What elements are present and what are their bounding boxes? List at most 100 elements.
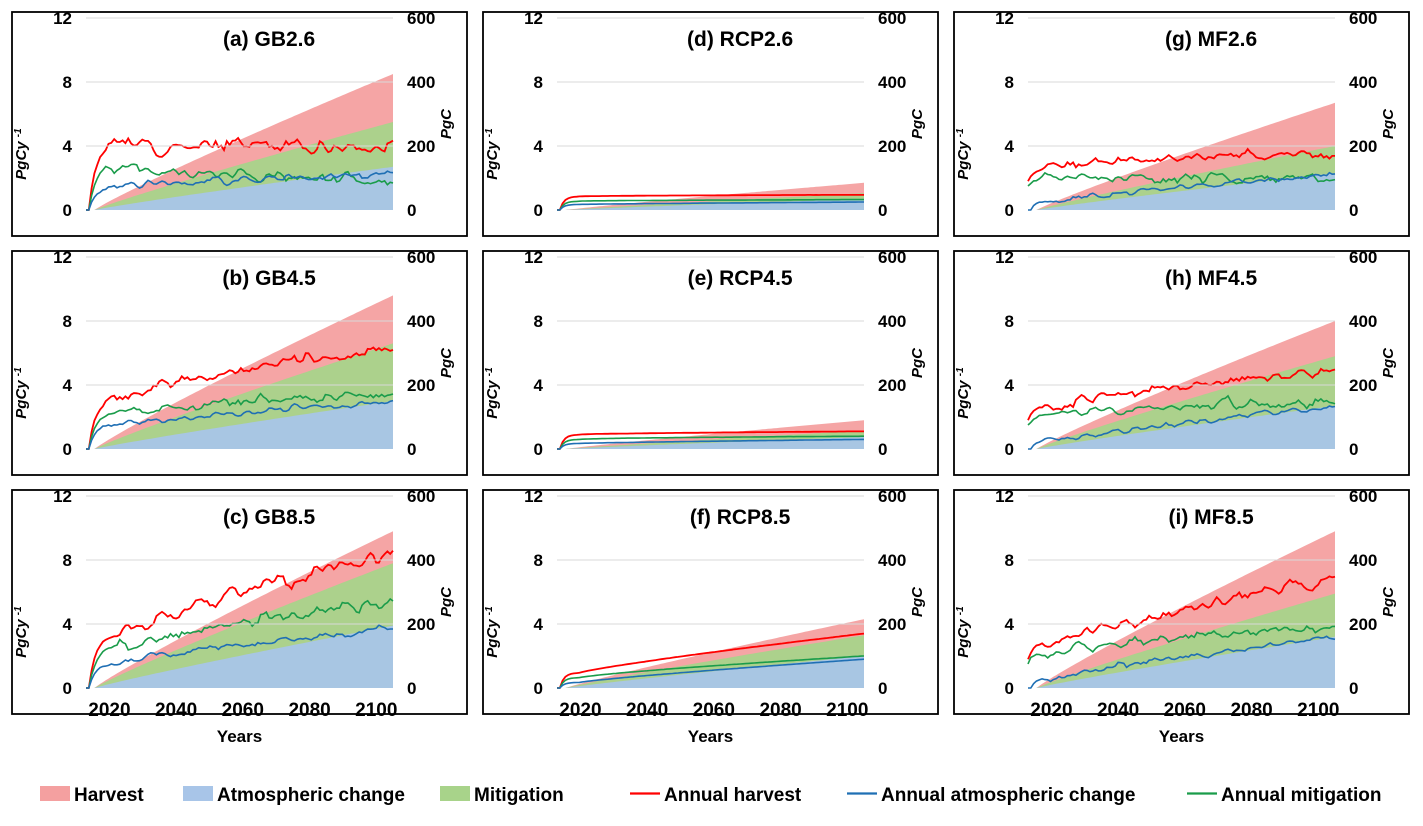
svg-text:600: 600 <box>1349 487 1377 506</box>
svg-text:4: 4 <box>1005 137 1015 156</box>
svg-text:0: 0 <box>1349 440 1358 459</box>
svg-text:Years: Years <box>1159 727 1204 746</box>
svg-text:(h) MF4.5: (h) MF4.5 <box>1165 267 1257 290</box>
svg-text:2100: 2100 <box>1297 700 1339 721</box>
svg-text:600: 600 <box>878 248 906 267</box>
svg-text:PgC: PgC <box>909 347 926 378</box>
svg-text:0: 0 <box>63 679 72 698</box>
svg-text:PgC: PgC <box>1380 586 1397 617</box>
svg-text:12: 12 <box>524 248 543 267</box>
svg-text:200: 200 <box>407 615 435 634</box>
svg-text:0: 0 <box>63 201 72 220</box>
svg-text:0: 0 <box>407 440 416 459</box>
svg-text:0: 0 <box>534 679 543 698</box>
svg-text:12: 12 <box>524 487 543 506</box>
svg-text:2040: 2040 <box>155 700 197 721</box>
svg-text:600: 600 <box>1349 248 1377 267</box>
svg-text:200: 200 <box>407 137 435 156</box>
svg-text:PgC: PgC <box>909 586 926 617</box>
svg-text:0: 0 <box>407 679 416 698</box>
svg-text:200: 200 <box>878 376 906 395</box>
svg-text:200: 200 <box>407 376 435 395</box>
svg-text:Harvest: Harvest <box>74 785 144 806</box>
svg-text:4: 4 <box>534 615 544 634</box>
svg-text:PgC: PgC <box>438 347 455 378</box>
svg-text:200: 200 <box>1349 376 1377 395</box>
svg-text:PgC: PgC <box>1380 108 1397 139</box>
svg-text:12: 12 <box>53 248 72 267</box>
svg-text:2040: 2040 <box>626 700 668 721</box>
svg-text:Annual atmospheric change: Annual atmospheric change <box>881 785 1135 806</box>
svg-text:200: 200 <box>878 137 906 156</box>
svg-text:400: 400 <box>1349 73 1377 92</box>
svg-text:400: 400 <box>878 312 906 331</box>
svg-text:4: 4 <box>63 615 73 634</box>
svg-text:400: 400 <box>1349 312 1377 331</box>
svg-text:0: 0 <box>1005 201 1014 220</box>
svg-text:8: 8 <box>1005 73 1014 92</box>
svg-text:600: 600 <box>878 487 906 506</box>
svg-text:4: 4 <box>534 376 544 395</box>
svg-text:600: 600 <box>1349 9 1377 28</box>
svg-text:400: 400 <box>878 551 906 570</box>
svg-text:0: 0 <box>534 440 543 459</box>
svg-text:(e) RCP4.5: (e) RCP4.5 <box>688 267 793 290</box>
svg-text:0: 0 <box>1349 679 1358 698</box>
svg-text:0: 0 <box>878 440 887 459</box>
svg-text:0: 0 <box>63 440 72 459</box>
svg-text:Years: Years <box>217 727 262 746</box>
svg-text:Atmospheric change: Atmospheric change <box>217 785 405 806</box>
svg-text:12: 12 <box>53 9 72 28</box>
svg-text:12: 12 <box>995 487 1014 506</box>
svg-text:4: 4 <box>1005 376 1015 395</box>
svg-text:8: 8 <box>534 312 543 331</box>
svg-text:2080: 2080 <box>1230 700 1272 721</box>
svg-text:8: 8 <box>1005 551 1014 570</box>
svg-text:(g) MF2.6: (g) MF2.6 <box>1165 28 1257 51</box>
svg-text:400: 400 <box>407 551 435 570</box>
svg-text:200: 200 <box>1349 137 1377 156</box>
svg-text:8: 8 <box>63 312 72 331</box>
svg-text:0: 0 <box>878 679 887 698</box>
svg-text:0: 0 <box>534 201 543 220</box>
svg-text:2060: 2060 <box>222 700 264 721</box>
svg-text:2040: 2040 <box>1097 700 1139 721</box>
svg-text:2060: 2060 <box>693 700 735 721</box>
svg-text:Years: Years <box>688 727 733 746</box>
svg-text:(c) GB8.5: (c) GB8.5 <box>223 506 316 529</box>
svg-text:8: 8 <box>534 551 543 570</box>
svg-text:8: 8 <box>63 73 72 92</box>
svg-text:4: 4 <box>1005 615 1015 634</box>
svg-text:4: 4 <box>63 376 73 395</box>
svg-text:0: 0 <box>1005 440 1014 459</box>
svg-text:2020: 2020 <box>1030 700 1072 721</box>
svg-text:600: 600 <box>407 487 435 506</box>
svg-text:0: 0 <box>878 201 887 220</box>
svg-text:2060: 2060 <box>1164 700 1206 721</box>
svg-text:600: 600 <box>878 9 906 28</box>
svg-text:400: 400 <box>407 73 435 92</box>
svg-text:4: 4 <box>63 137 73 156</box>
svg-text:PgC: PgC <box>1380 347 1397 378</box>
svg-text:12: 12 <box>53 487 72 506</box>
svg-text:200: 200 <box>1349 615 1377 634</box>
svg-text:400: 400 <box>407 312 435 331</box>
svg-text:8: 8 <box>534 73 543 92</box>
svg-text:Annual mitigation: Annual mitigation <box>1221 785 1381 806</box>
svg-text:2100: 2100 <box>355 700 397 721</box>
svg-text:PgC: PgC <box>438 586 455 617</box>
svg-text:2080: 2080 <box>759 700 801 721</box>
svg-text:600: 600 <box>407 9 435 28</box>
svg-text:0: 0 <box>407 201 416 220</box>
svg-text:0: 0 <box>1349 201 1358 220</box>
svg-text:4: 4 <box>534 137 544 156</box>
svg-text:PgC: PgC <box>909 108 926 139</box>
svg-text:400: 400 <box>878 73 906 92</box>
svg-text:8: 8 <box>1005 312 1014 331</box>
svg-text:200: 200 <box>878 615 906 634</box>
svg-text:(b) GB4.5: (b) GB4.5 <box>222 267 316 290</box>
svg-text:2100: 2100 <box>826 700 868 721</box>
svg-text:600: 600 <box>407 248 435 267</box>
svg-text:(i) MF8.5: (i) MF8.5 <box>1169 506 1254 529</box>
svg-text:Mitigation: Mitigation <box>474 785 564 806</box>
